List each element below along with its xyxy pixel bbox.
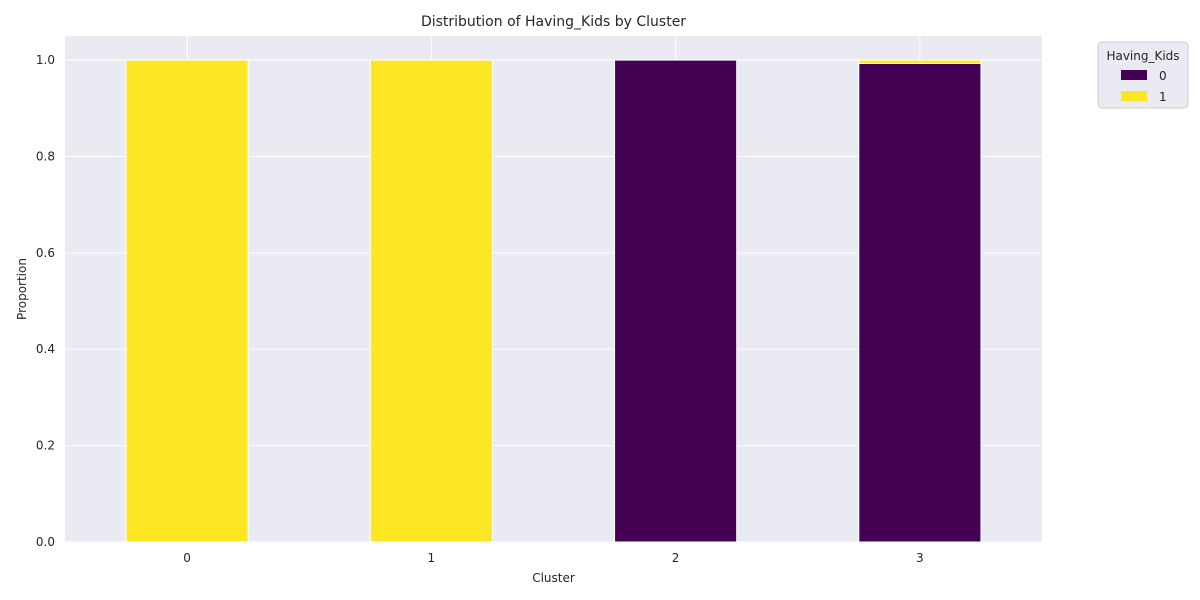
legend-title: Having_Kids [1106,49,1179,63]
legend-swatch-0 [1121,70,1147,80]
legend: Having_Kids 01 [1097,41,1189,109]
y-ticks: 0.0 0.2 0.4 0.6 0.8 1.0 [36,53,55,549]
y-tick-label: 0.2 [36,439,55,453]
x-tick-label: 0 [183,551,191,565]
y-tick-label: 0.8 [36,149,55,163]
bar-cluster-3-series-0 [858,62,982,543]
legend-swatch-1 [1121,91,1147,101]
y-tick-label: 0.6 [36,246,55,260]
bar-cluster-1-series-1 [369,59,493,543]
y-tick-label: 0.4 [36,342,55,356]
bars-layer [125,59,982,543]
legend-label-0: 0 [1159,69,1167,83]
y-tick-label: 1.0 [36,53,55,67]
x-ticks: 0 1 2 3 [183,551,923,565]
chart-title: Distribution of Having_Kids by Cluster [421,14,686,30]
x-axis-label: Cluster [532,571,575,585]
legend-items: 01 [1121,69,1167,104]
x-tick-label: 2 [672,551,680,565]
x-tick-label: 3 [916,551,924,565]
legend-label-1: 1 [1159,90,1167,104]
y-axis-label: Proportion [15,258,29,320]
x-tick-label: 1 [428,551,436,565]
bar-cluster-2-series-0 [614,59,738,543]
y-tick-label: 0.0 [36,535,55,549]
bar-cluster-0-series-1 [125,59,249,543]
bar-cluster-3-series-1 [858,59,982,64]
